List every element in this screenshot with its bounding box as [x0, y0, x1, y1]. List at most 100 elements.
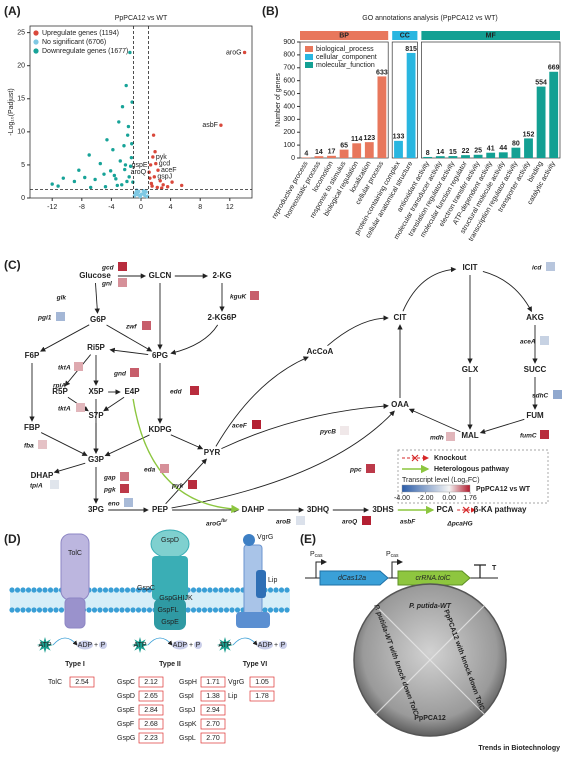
lipid-head	[201, 587, 208, 593]
plate-label: PpPCA12	[414, 715, 446, 722]
gene-name: GspL	[179, 735, 196, 742]
heterologous-gene: asbF	[400, 519, 416, 526]
molecule-label: ADP	[78, 642, 93, 649]
atp-icon	[37, 637, 53, 653]
vgrg	[243, 534, 255, 546]
gene-expression	[250, 291, 259, 300]
gene-name: VgrG	[228, 679, 244, 686]
gene-name: GspI	[179, 693, 194, 700]
gene-label: aroB	[276, 519, 291, 526]
gene-label: aroQ	[342, 519, 357, 526]
value-box	[200, 732, 226, 744]
value-box	[69, 676, 95, 688]
value-box	[138, 732, 164, 744]
metabolite: G6P	[90, 315, 107, 324]
group-strip	[300, 31, 389, 40]
lipid-head	[146, 607, 153, 613]
gene-value: 1.78	[255, 693, 269, 700]
gene-name: Lip	[228, 693, 237, 700]
legend-marker	[33, 48, 39, 54]
metabolite: KDPG	[148, 425, 171, 434]
end-product: β-KA pathway	[473, 505, 527, 514]
panel-label: (E)	[300, 532, 316, 546]
metabolite: AcCoA	[307, 347, 334, 356]
gsp-body	[152, 556, 188, 600]
lipid-head	[185, 607, 191, 613]
point	[128, 164, 133, 168]
lipid-head	[36, 587, 43, 593]
point	[103, 185, 108, 189]
gene-value: 2.70	[206, 721, 220, 728]
bar	[435, 156, 445, 158]
gene-label: zwf	[125, 324, 137, 331]
gene-value: 1.38	[206, 693, 220, 700]
component-label: GspFL	[157, 607, 178, 614]
gene-label: pgi1	[37, 315, 52, 322]
x-tick-label: 4	[169, 204, 173, 211]
y-tick-label: 100	[283, 142, 295, 149]
lipid-head	[212, 607, 219, 613]
lipid-head	[119, 607, 125, 613]
value-label: 14	[436, 149, 444, 156]
group-label: BP	[339, 32, 349, 39]
metabolite: SUCC	[524, 365, 547, 374]
plate-label: P. putida-WT	[409, 603, 452, 610]
x-tick-label: -4	[108, 204, 114, 211]
y-tick-label: 900	[283, 39, 295, 46]
point	[125, 179, 129, 184]
value-label: 133	[393, 134, 405, 141]
group-label: CC	[400, 32, 410, 39]
value-label: 44	[499, 145, 507, 152]
bar	[301, 157, 311, 158]
component-label: GspD	[161, 537, 179, 544]
value-label: 123	[363, 135, 375, 142]
gene-label: icd	[532, 265, 542, 272]
point	[123, 167, 127, 172]
gene-expression	[120, 472, 129, 481]
point	[153, 149, 157, 154]
lipid-head	[47, 587, 54, 593]
value-box	[138, 704, 164, 716]
value-label: 22	[462, 148, 470, 155]
bar	[423, 156, 433, 158]
point	[50, 182, 54, 186]
lipid-head	[278, 587, 285, 593]
bar	[406, 52, 416, 159]
metabolite: DHAP	[31, 471, 54, 480]
point	[161, 183, 165, 187]
point	[145, 194, 149, 199]
point	[87, 153, 91, 157]
gene-value: 1.05	[255, 679, 269, 686]
point	[158, 179, 162, 183]
point	[130, 100, 134, 104]
hydrolysis-arrow	[52, 637, 78, 646]
heterologous-gene: aroGfbr	[206, 518, 227, 528]
point	[242, 50, 247, 55]
gene-expression	[50, 480, 59, 489]
value-box	[200, 718, 226, 730]
lipid-head	[14, 587, 21, 593]
gene-value: 2.70	[206, 735, 220, 742]
metabolite: FBP	[24, 423, 41, 432]
lipid-head	[141, 607, 147, 613]
lip	[256, 570, 266, 598]
point-label: gspJ	[157, 174, 172, 181]
point	[160, 186, 164, 190]
legend-swatch	[305, 62, 313, 68]
lipid-head	[229, 587, 235, 593]
y-tick-label: 500	[283, 90, 295, 97]
atp-icon	[217, 637, 233, 653]
y-tick-label: 10	[17, 129, 25, 136]
pathway-arrow	[165, 458, 207, 505]
metabolite: ICIT	[462, 263, 477, 272]
component-label: GspE	[161, 619, 179, 626]
lipid-head	[124, 587, 131, 593]
point-label: aroQ	[131, 169, 147, 176]
point	[148, 163, 153, 167]
adp-icon	[257, 640, 273, 650]
bar	[473, 154, 483, 158]
gene-label: gnl	[101, 281, 112, 288]
point	[72, 179, 77, 184]
lipid-head	[135, 607, 142, 613]
point	[154, 161, 158, 166]
